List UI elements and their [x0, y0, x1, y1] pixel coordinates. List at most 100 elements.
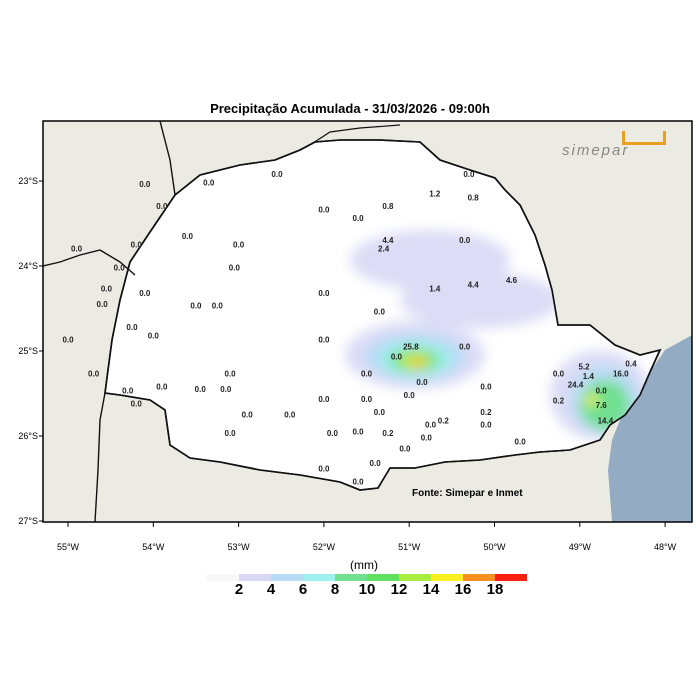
map-frame [42, 120, 693, 523]
station-value: 0.0 [156, 202, 168, 211]
station-value: 4.4 [382, 236, 394, 245]
station-value: 0.0 [361, 370, 373, 379]
legend-tick: 8 [330, 581, 340, 598]
station-value: 7.6 [596, 401, 608, 410]
station-value: 0.0 [225, 429, 237, 438]
station-value: 0.0 [596, 387, 608, 396]
station-value: 0.0 [370, 459, 382, 468]
station-value: 0.0 [203, 178, 215, 187]
station-value: 0.2 [480, 408, 492, 417]
legend-ticks: 2 4 6 8 10 12 14 16 18 [207, 581, 547, 601]
simepar-logo: simepar [562, 142, 630, 159]
station-value: 0.0 [459, 236, 471, 245]
station-value: 0.0 [131, 399, 143, 408]
lat-tick-label: 26°S [18, 431, 38, 441]
station-value: 0.0 [233, 240, 245, 249]
color-legend [207, 574, 527, 581]
station-value: 0.0 [318, 336, 330, 345]
station-value: 0.2 [382, 429, 394, 438]
station-value: 1.4 [429, 285, 441, 294]
station-value: 0.0 [62, 336, 74, 345]
station-value: 0.0 [352, 477, 364, 486]
station-value: 25.8 [403, 342, 419, 351]
lat-tick-label: 25°S [18, 346, 38, 356]
legend-swatch [463, 574, 495, 581]
station-value: 0.0 [156, 382, 168, 391]
station-value: 0.0 [425, 421, 437, 430]
station-value: 0.0 [131, 240, 143, 249]
station-value: 0.0 [139, 289, 151, 298]
simepar-logo-mark [622, 131, 666, 145]
station-value: 0.0 [318, 465, 330, 474]
lat-tick-label: 24°S [18, 261, 38, 271]
legend-tick: 4 [266, 581, 276, 598]
station-value: 0.0 [399, 444, 411, 453]
station-value: 0.0 [391, 353, 403, 362]
station-value: 0.0 [225, 370, 237, 379]
axes: 23°S 24°S 25°S 26°S 27°S 55°W 54°W 53°W 52°W 51°W… [18, 176, 676, 552]
station-value: 0.0 [71, 245, 83, 254]
station-value: 0.0 [284, 410, 296, 419]
state-border [104, 139, 662, 491]
station-value: 0.0 [352, 214, 364, 223]
station-value: 2.4 [378, 245, 390, 254]
station-value: 1.4 [583, 372, 595, 381]
station-value: 0.8 [382, 202, 394, 211]
station-value: 0.0 [463, 170, 475, 179]
country-border [94, 392, 106, 522]
station-value: 0.0 [190, 302, 202, 311]
station-value: 0.0 [271, 170, 283, 179]
station-value: 0.0 [374, 408, 386, 417]
state-border-ms [159, 121, 176, 196]
legend-swatch [239, 574, 271, 581]
station-value: 16.0 [613, 370, 629, 379]
lon-tick-label: 52°W [313, 542, 336, 552]
station-value: 5.2 [579, 363, 591, 372]
country-border [43, 249, 136, 276]
station-value: 0.0 [480, 382, 492, 391]
station-value: 0.0 [421, 433, 433, 442]
legend-tick: 14 [422, 581, 440, 598]
station-value: 0.0 [553, 370, 565, 379]
lon-tick-label: 48°W [654, 542, 677, 552]
legend-swatch [367, 574, 399, 581]
station-value: 0.0 [327, 429, 339, 438]
station-value: 0.0 [480, 421, 492, 430]
station-value: 0.0 [404, 391, 416, 400]
legend-tick: 10 [358, 581, 376, 598]
station-value: 24.4 [568, 381, 584, 390]
legend-swatch [335, 574, 367, 581]
lon-tick-label: 51°W [398, 542, 421, 552]
station-value: 0.2 [553, 397, 565, 406]
legend-swatch [303, 574, 335, 581]
station-value: 0.0 [182, 232, 194, 241]
legend-tick: 18 [486, 581, 504, 598]
lon-tick-label: 54°W [142, 542, 165, 552]
station-value: 0.0 [114, 263, 126, 272]
lon-tick-label: 50°W [483, 542, 506, 552]
station-value: 0.0 [148, 331, 160, 340]
legend-unit: (mm) [350, 558, 378, 572]
station-value: 0.0 [361, 395, 373, 404]
station-value: 0.0 [88, 370, 100, 379]
station-value: 14.4 [598, 416, 614, 425]
legend-swatch [495, 574, 527, 581]
lat-tick-label: 23°S [18, 176, 38, 186]
station-value: 0.4 [625, 359, 637, 368]
station-value: 0.0 [374, 307, 386, 316]
station-value: 0.2 [438, 416, 450, 425]
station-value: 0.0 [101, 285, 113, 294]
station-value: 0.0 [352, 427, 364, 436]
lat-tick-label: 27°S [18, 516, 38, 526]
legend-tick: 12 [390, 581, 408, 598]
precipitation-field [345, 230, 650, 440]
station-value: 0.0 [97, 300, 109, 309]
ocean [608, 335, 692, 522]
legend-swatch [207, 574, 239, 581]
legend-tick: 2 [234, 581, 244, 598]
station-value: 0.0 [220, 385, 232, 394]
legend-swatch [399, 574, 431, 581]
station-value: 0.8 [468, 194, 480, 203]
station-labels: 0.0 0.00.01.2 0.80.00.0 0.00.00.80.00.00.00… [62, 170, 637, 487]
